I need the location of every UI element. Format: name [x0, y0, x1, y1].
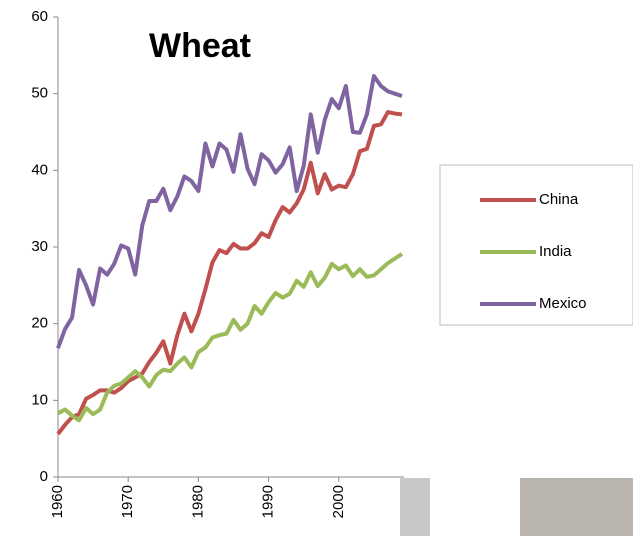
- x-tick-label: 1990: [260, 485, 277, 518]
- y-tick-label: 60: [31, 8, 48, 25]
- x-tick-label: 1960: [49, 485, 66, 518]
- x-tick-label: 2000: [330, 485, 347, 518]
- background-photo: [400, 478, 430, 536]
- chart: Wheat 0 10 20 30 40 50 60 1960 1970 1980 1990 2000 C…: [0, 0, 633, 536]
- page: {"chart_data": {"type": "line", "title":…: [0, 0, 633, 536]
- background-photo: [520, 478, 633, 536]
- x-tick-label: 1980: [189, 485, 206, 518]
- y-tick-label: 50: [31, 85, 48, 102]
- legend-label: Mexico: [539, 295, 587, 312]
- y-tick-label: 30: [31, 238, 48, 255]
- y-tick-label: 10: [31, 391, 48, 408]
- legend-label: China: [539, 191, 579, 208]
- y-tick-label: 0: [40, 468, 48, 485]
- series-line: [58, 76, 402, 348]
- y-tick-label: 40: [31, 161, 48, 178]
- legend-label: India: [539, 243, 572, 260]
- legend: [440, 165, 633, 325]
- chart-title: Wheat: [149, 27, 251, 65]
- y-tick-label: 20: [31, 315, 48, 332]
- x-tick-label: 1970: [119, 485, 136, 518]
- series-line: [58, 254, 402, 420]
